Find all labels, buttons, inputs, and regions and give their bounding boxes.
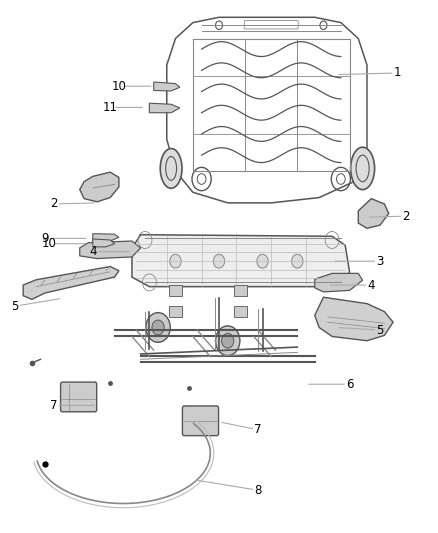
Polygon shape (149, 103, 180, 113)
Circle shape (213, 254, 225, 268)
Circle shape (146, 313, 170, 342)
Polygon shape (23, 266, 119, 300)
Circle shape (292, 254, 303, 268)
Bar (169, 306, 182, 317)
Text: 4: 4 (367, 279, 375, 292)
Circle shape (257, 254, 268, 268)
Text: 4: 4 (89, 245, 96, 258)
Circle shape (215, 326, 240, 356)
Text: 7: 7 (254, 423, 262, 437)
Text: 5: 5 (11, 300, 18, 313)
Text: 11: 11 (102, 101, 118, 114)
Text: 9: 9 (41, 232, 49, 245)
Circle shape (170, 254, 181, 268)
Bar (234, 285, 247, 296)
Polygon shape (154, 82, 180, 91)
Bar (169, 285, 182, 296)
Text: 10: 10 (42, 237, 57, 250)
Polygon shape (80, 241, 141, 259)
Bar (234, 306, 247, 317)
Circle shape (222, 333, 234, 348)
Text: 1: 1 (394, 67, 401, 79)
Text: 6: 6 (346, 378, 353, 391)
Polygon shape (358, 199, 389, 228)
Text: 8: 8 (254, 484, 262, 497)
Polygon shape (93, 233, 119, 241)
Polygon shape (315, 273, 363, 292)
Text: 3: 3 (376, 255, 384, 268)
Ellipse shape (351, 147, 374, 190)
Text: 7: 7 (50, 399, 57, 412)
Text: 2: 2 (50, 197, 57, 211)
FancyBboxPatch shape (183, 406, 219, 435)
Circle shape (152, 320, 164, 335)
Text: 10: 10 (111, 80, 126, 93)
Polygon shape (80, 172, 119, 202)
FancyBboxPatch shape (60, 382, 97, 412)
Polygon shape (132, 235, 350, 287)
Text: 2: 2 (403, 209, 410, 223)
Text: 5: 5 (376, 324, 384, 337)
Ellipse shape (160, 149, 182, 188)
Polygon shape (93, 239, 115, 247)
Polygon shape (315, 297, 393, 341)
